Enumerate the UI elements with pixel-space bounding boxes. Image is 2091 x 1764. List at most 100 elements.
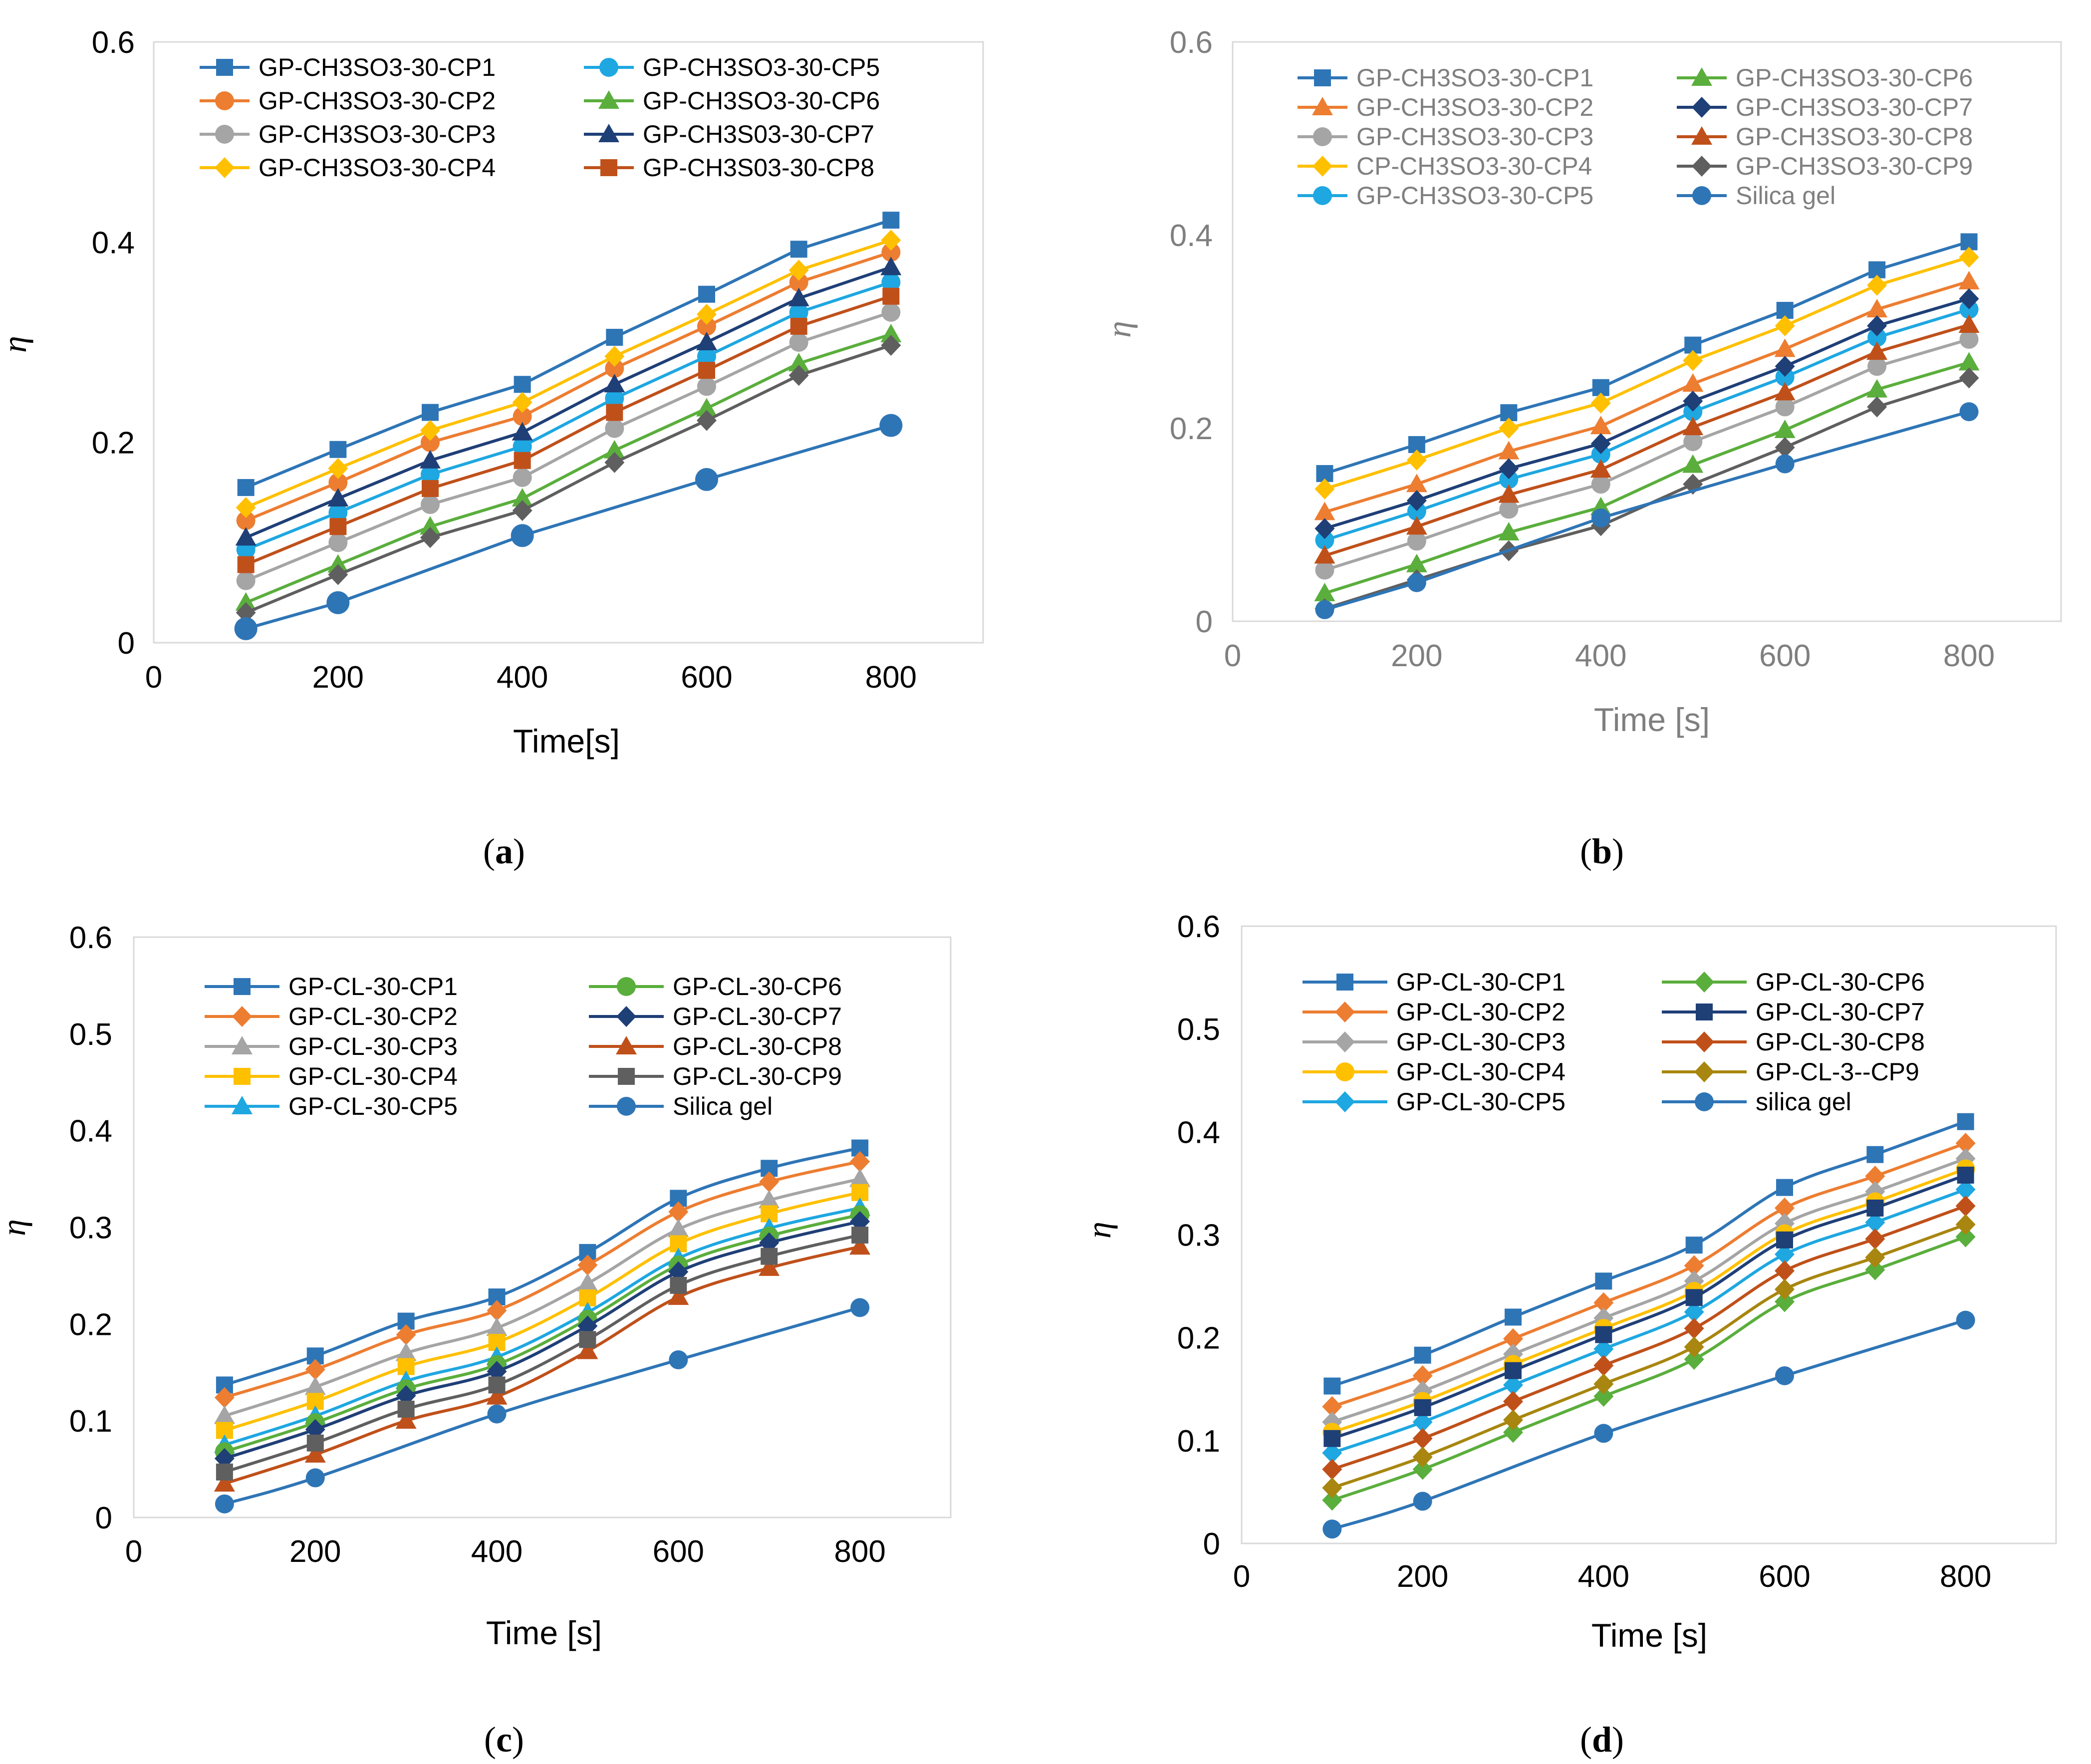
series-line-d-3: [1331, 1157, 1966, 1424]
data-point-d-10-4: [1775, 1366, 1794, 1385]
data-point-b-8-6: [1774, 382, 1796, 401]
data-point-d-5-6: [1775, 1244, 1795, 1265]
panel-d: GP-CL-30-CP1GP-CL-30-CP2GP-CL-30-CP3GP-C…: [1080, 910, 2057, 1760]
legend-marker-c-1: [234, 978, 251, 995]
data-point-c-2-4: [487, 1300, 507, 1321]
series-line-d-7: [1331, 1174, 1966, 1440]
legend-label-b-6: GP-CH3SO3-30-CP6: [1736, 64, 1973, 92]
plot-area-b: [1232, 41, 2062, 622]
legend-marker-c-7: [616, 1006, 636, 1027]
legend-label-d-6: GP-CL-30-CP6: [1756, 968, 1925, 996]
data-point-c-9-2: [306, 1434, 324, 1452]
y-tick-label-d-6: 0.6: [1177, 910, 1220, 944]
data-point-b-6-7: [1866, 379, 1888, 398]
data-point-b-8-7: [1866, 341, 1888, 360]
legend-marker-b-7: [1692, 97, 1712, 118]
data-point-a-5-7: [789, 302, 808, 322]
series-line-a-4: [245, 239, 892, 509]
caption-d: (d): [1580, 1720, 1624, 1760]
legend-label-c-8: GP-CL-30-CP8: [673, 1032, 842, 1060]
legend-label-a-7: GP-CH3S03-30-CP7: [643, 120, 874, 148]
legend-label-c-7: GP-CL-30-CP7: [673, 1003, 842, 1030]
data-point-d-8-3: [1503, 1391, 1523, 1412]
legend-label-a-8: GP-CH3S03-30-CP8: [643, 154, 874, 182]
data-point-a-3-4: [513, 468, 532, 487]
data-point-c-3-1: [214, 1405, 235, 1424]
series-line-b-7: [1324, 297, 1970, 530]
y-axis-title-a: η: [0, 336, 33, 353]
legend-label-d-10: silica gel: [1756, 1088, 1851, 1116]
plot-area-c: [133, 936, 952, 1518]
legend-marker-b-1: [1314, 69, 1331, 86]
data-point-d-1-6: [1776, 1179, 1793, 1196]
data-point-b-8-3: [1498, 484, 1520, 503]
series-line-d-5: [1331, 1188, 1966, 1455]
data-point-c-9-7: [761, 1248, 778, 1265]
x-tick-label-d-1: 200: [1397, 1559, 1448, 1594]
data-point-a-4-3: [420, 420, 440, 441]
legend-marker-d-4: [1335, 1062, 1354, 1081]
data-point-d-7-4: [1595, 1326, 1612, 1343]
data-point-d-7-1: [1323, 1430, 1341, 1447]
legend-marker-d-10: [1695, 1092, 1714, 1111]
data-point-a-2-4: [513, 407, 532, 426]
data-point-a-1-2: [329, 441, 347, 458]
data-point-a-10-4: [695, 468, 718, 491]
series-line-c-2: [224, 1160, 860, 1399]
legend-label-d-9: GP-CL-3--CP9: [1756, 1058, 1919, 1086]
x-tick-label-c-0: 0: [125, 1534, 142, 1569]
data-point-d-6-3: [1503, 1422, 1523, 1443]
legend-label-c-10: Silica gel: [673, 1092, 773, 1120]
legend-label-b-5: GP-CH3SO3-30-CP5: [1356, 182, 1593, 210]
legend-marker-a-6: [598, 90, 619, 109]
x-tick-label-b-0: 0: [1224, 639, 1241, 673]
series-line-a-5: [245, 280, 892, 551]
data-point-a-1-3: [422, 404, 439, 421]
y-tick-label-d-3: 0.3: [1177, 1219, 1220, 1253]
data-point-b-2-6: [1774, 338, 1796, 357]
data-point-a-6-6: [696, 398, 717, 417]
data-point-b-9-7: [1867, 396, 1887, 418]
data-point-d-1-2: [1414, 1346, 1431, 1364]
data-point-a-6-3: [420, 516, 441, 535]
data-point-d-6-6: [1775, 1291, 1795, 1312]
legend-marker-a-8: [600, 159, 617, 176]
data-point-d-7-7: [1866, 1199, 1884, 1217]
data-point-c-3-4: [486, 1317, 508, 1336]
legend-label-c-2: GP-CL-30-CP2: [288, 1003, 458, 1030]
x-tick-label-c-1: 200: [289, 1534, 341, 1569]
data-point-a-8-8: [882, 287, 900, 305]
series-line-c-1: [224, 1146, 860, 1387]
x-tick-label-a-2: 400: [497, 660, 548, 695]
x-tick-label-b-1: 200: [1391, 639, 1442, 673]
legend-label-a-3: GP-CH3SO3-30-CP3: [259, 120, 496, 148]
data-point-a-4-7: [788, 259, 809, 281]
legend-label-c-1: GP-CL-30-CP1: [288, 973, 458, 1001]
data-point-d-2-5: [1684, 1255, 1704, 1276]
x-axis-title-b: Time [s]: [1594, 701, 1710, 738]
data-point-b-3-7: [1867, 357, 1887, 376]
data-point-a-4-8: [881, 230, 901, 251]
data-point-c-8-8: [849, 1236, 871, 1255]
data-point-a-8-4: [514, 452, 531, 469]
data-point-a-3-7: [789, 333, 808, 352]
data-point-b-4-1: [1314, 478, 1335, 500]
data-point-a-5-8: [881, 272, 901, 292]
data-point-a-2-8: [881, 243, 901, 262]
data-point-a-9-4: [512, 500, 532, 521]
data-point-b-7-4: [1590, 433, 1611, 454]
legend-label-b-1: GP-CH3SO3-30-CP1: [1356, 64, 1593, 92]
data-point-b-3-4: [1591, 475, 1610, 494]
data-point-c-8-3: [395, 1410, 417, 1429]
data-point-b-10-5: [1959, 402, 1979, 422]
data-point-a-6-1: [235, 592, 257, 611]
data-point-c-3-8: [849, 1168, 871, 1187]
data-point-a-9-5: [604, 452, 625, 473]
series-line-a-7: [245, 265, 892, 539]
data-point-b-3-2: [1407, 531, 1426, 551]
data-point-d-6-5: [1684, 1348, 1704, 1370]
legend-label-b-3: GP-CH3SO3-30-CP3: [1356, 123, 1593, 151]
data-point-c-9-5: [579, 1331, 596, 1348]
data-point-b-10-3: [1591, 508, 1610, 527]
legend-marker-a-2: [215, 91, 234, 110]
